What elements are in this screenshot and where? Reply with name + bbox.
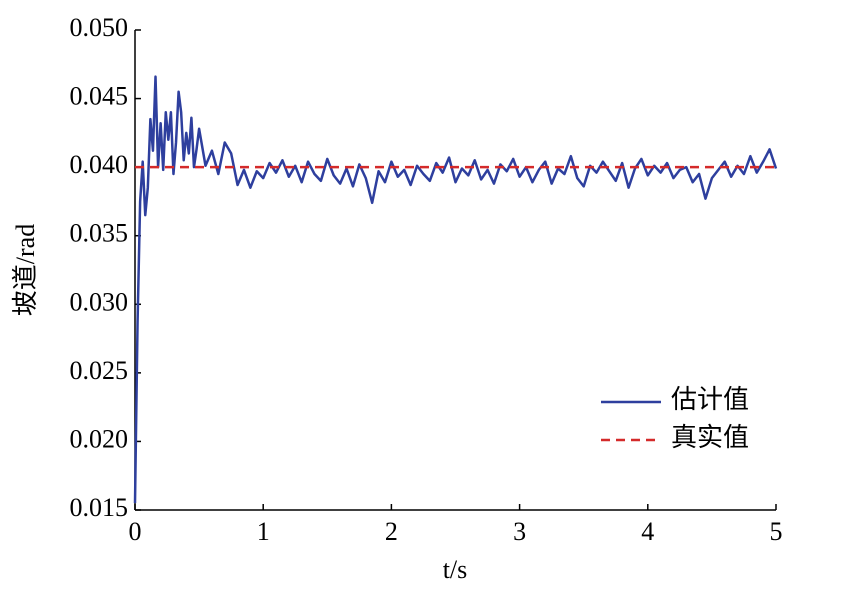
y-tick-label: 0.035 <box>70 219 129 248</box>
legend-label: 估计值 <box>671 385 749 414</box>
y-tick-label: 0.050 <box>70 13 129 42</box>
x-tick-label: 5 <box>770 517 783 546</box>
y-tick-label: 0.020 <box>70 424 129 453</box>
x-tick-label: 1 <box>257 517 270 546</box>
x-tick-label: 4 <box>641 517 654 546</box>
y-tick-label: 0.030 <box>70 287 129 316</box>
x-tick-label: 0 <box>129 517 142 546</box>
y-tick-label: 0.045 <box>70 82 129 111</box>
y-tick-label: 0.015 <box>70 493 129 522</box>
legend-label: 真实值 <box>671 423 749 452</box>
y-axis-label: 坡道/rad <box>11 224 40 316</box>
y-tick-label: 0.025 <box>70 356 129 385</box>
x-tick-label: 2 <box>385 517 398 546</box>
x-axis-label: t/s <box>443 555 468 584</box>
y-tick-label: 0.040 <box>70 150 129 179</box>
x-tick-label: 3 <box>513 517 526 546</box>
